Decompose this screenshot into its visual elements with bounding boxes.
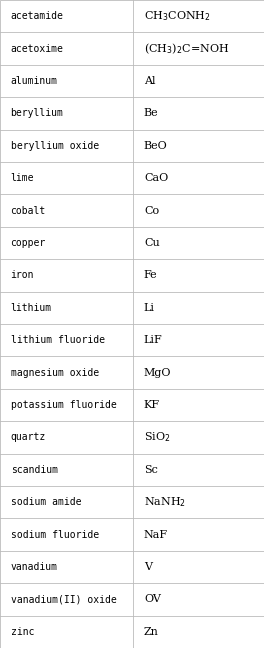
- Text: Fe: Fe: [144, 270, 158, 281]
- Text: LiF: LiF: [144, 335, 163, 345]
- Text: OV: OV: [144, 594, 161, 605]
- Text: sodium amide: sodium amide: [11, 497, 81, 507]
- Text: potassium fluoride: potassium fluoride: [11, 400, 116, 410]
- Text: Be: Be: [144, 108, 158, 119]
- Text: Zn: Zn: [144, 627, 159, 637]
- Text: copper: copper: [11, 238, 46, 248]
- Text: (CH$_3$)$_2$C=NOH: (CH$_3$)$_2$C=NOH: [144, 41, 229, 56]
- Text: KF: KF: [144, 400, 160, 410]
- Text: CH$_3$CONH$_2$: CH$_3$CONH$_2$: [144, 9, 211, 23]
- Text: lime: lime: [11, 173, 34, 183]
- Text: iron: iron: [11, 270, 34, 281]
- Text: sodium fluoride: sodium fluoride: [11, 529, 99, 540]
- Text: cobalt: cobalt: [11, 205, 46, 216]
- Text: acetamide: acetamide: [11, 11, 63, 21]
- Text: acetoxime: acetoxime: [11, 43, 63, 54]
- Text: beryllium: beryllium: [11, 108, 63, 119]
- Text: SiO$_2$: SiO$_2$: [144, 430, 171, 445]
- Text: magnesium oxide: magnesium oxide: [11, 367, 99, 378]
- Text: NaF: NaF: [144, 529, 168, 540]
- Text: lithium fluoride: lithium fluoride: [11, 335, 105, 345]
- Text: vanadium(II) oxide: vanadium(II) oxide: [11, 594, 116, 605]
- Text: V: V: [144, 562, 152, 572]
- Text: Al: Al: [144, 76, 155, 86]
- Text: quartz: quartz: [11, 432, 46, 443]
- Text: zinc: zinc: [11, 627, 34, 637]
- Text: CaO: CaO: [144, 173, 168, 183]
- Text: Sc: Sc: [144, 465, 158, 475]
- Text: vanadium: vanadium: [11, 562, 58, 572]
- Text: Co: Co: [144, 205, 159, 216]
- Text: Cu: Cu: [144, 238, 160, 248]
- Text: Li: Li: [144, 303, 155, 313]
- Text: scandium: scandium: [11, 465, 58, 475]
- Text: aluminum: aluminum: [11, 76, 58, 86]
- Text: MgO: MgO: [144, 367, 171, 378]
- Text: lithium: lithium: [11, 303, 52, 313]
- Text: beryllium oxide: beryllium oxide: [11, 141, 99, 151]
- Text: NaNH$_2$: NaNH$_2$: [144, 495, 186, 509]
- Text: BeO: BeO: [144, 141, 168, 151]
